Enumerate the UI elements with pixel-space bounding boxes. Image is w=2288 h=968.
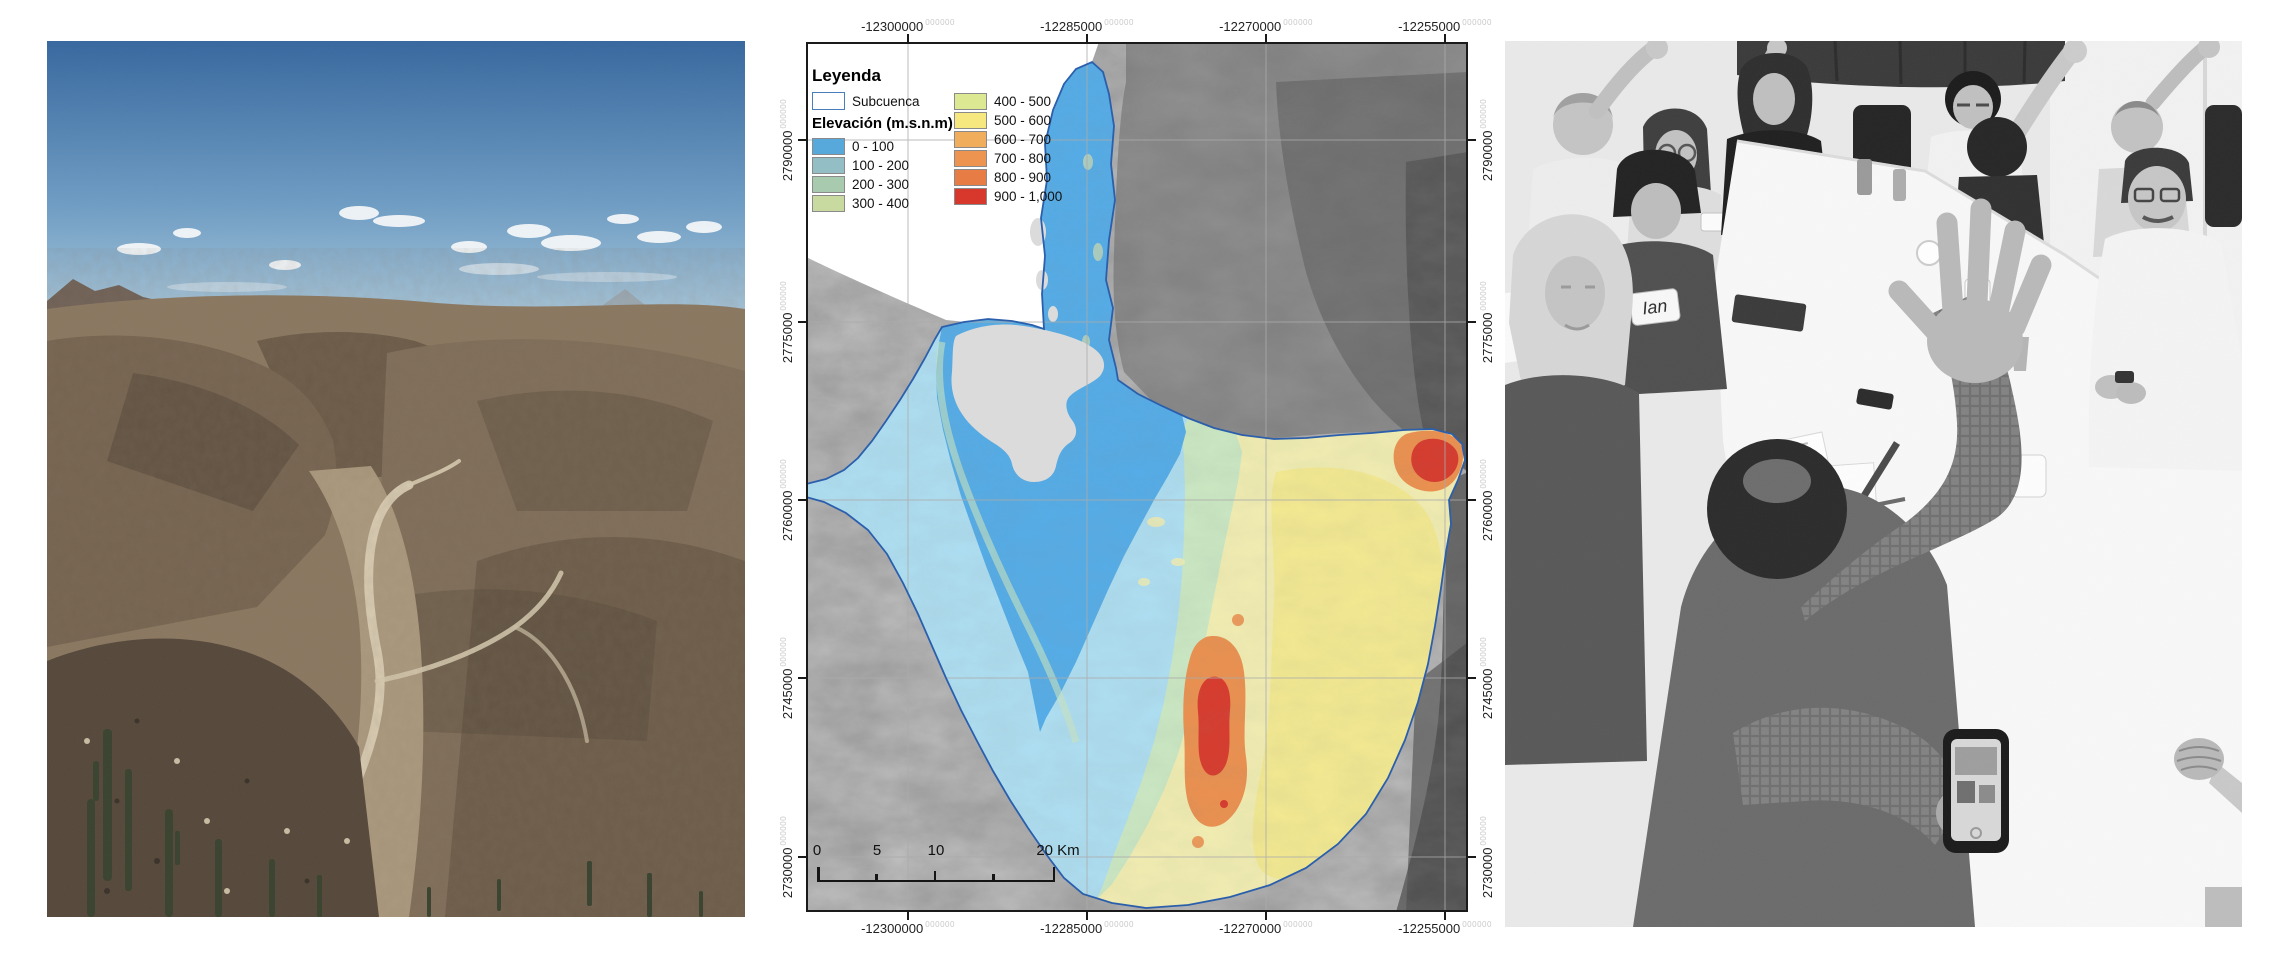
scale-tick: [933, 871, 936, 880]
x-axis-tick-label: -12285000 000000: [1040, 920, 1134, 936]
axis-tick: [798, 677, 806, 679]
axis-tick: [1468, 499, 1476, 501]
legend-item-subcuenca: Subcuenca: [812, 92, 920, 110]
y-axis-tick-label: 2790000000000: [1479, 98, 1495, 182]
y-axis-tick-label: 2745000000000: [1479, 636, 1495, 720]
legend-item: 100 - 200: [812, 156, 909, 174]
axis-tick: [1265, 912, 1267, 920]
axis-tick: [907, 34, 909, 42]
scale-tick: [875, 874, 878, 880]
axis-tick: [907, 912, 909, 920]
x-axis-tick-label: -12255000 000000: [1398, 18, 1492, 34]
y-axis-tick-label: 2730000000000: [1479, 815, 1495, 899]
scale-tick: [817, 867, 820, 880]
axis-tick: [798, 856, 806, 858]
scale-label: 20 Km: [1036, 842, 1080, 859]
scale-bar: [817, 866, 1055, 882]
legend-swatch: [954, 111, 987, 129]
y-axis-tick-label: 2790000000000: [779, 98, 795, 182]
elevation-map-canvas: [806, 42, 1468, 912]
y-axis-tick-label: 2730000000000: [779, 815, 795, 899]
subcuenca-outline: [806, 60, 1466, 909]
grid-lines: [806, 42, 1468, 912]
legend-item: 700 - 800: [954, 149, 1051, 167]
axis-tick: [798, 321, 806, 323]
x-axis-tick-label: -12270000 000000: [1219, 920, 1313, 936]
axis-tick: [1265, 34, 1267, 42]
legend-item: 0 - 100: [812, 137, 894, 155]
y-axis-tick-label: 2745000000000: [779, 636, 795, 720]
legend-item: 900 - 1,000: [954, 187, 1062, 205]
legend-item: 200 - 300: [812, 175, 909, 193]
scale-tick: [1052, 867, 1055, 880]
right-photo-workshop-meeting: Ian: [1505, 41, 2242, 927]
legend-swatch: [954, 92, 987, 110]
axis-tick: [798, 139, 806, 141]
legend-swatch: [954, 149, 987, 167]
scale-tick: [992, 874, 995, 880]
lagoon-nodata: [951, 324, 1105, 482]
scale-label: 10: [927, 842, 945, 859]
legend-swatch: [954, 168, 987, 186]
axis-tick: [1468, 677, 1476, 679]
legend-item: 300 - 400: [812, 194, 909, 212]
legend-item-label: Subcuenca: [852, 93, 920, 109]
axis-tick: [1086, 34, 1088, 42]
legend-swatch: [812, 175, 845, 193]
legend-swatch: [954, 130, 987, 148]
axis-tick: [1444, 34, 1446, 42]
y-axis-tick-label: 2760000000000: [1479, 458, 1495, 542]
legend-swatch: [812, 92, 845, 110]
x-axis-tick-label: -12300000 000000: [861, 920, 955, 936]
y-axis-tick-label: 2775000000000: [779, 280, 795, 364]
legend-item: 500 - 600: [954, 111, 1051, 129]
axis-tick: [1444, 912, 1446, 920]
legend-elevation-title: Elevación (m.s.n.m): [812, 115, 953, 132]
x-axis-tick-label: -12300000 000000: [861, 18, 955, 34]
x-axis-tick-label: -12285000 000000: [1040, 18, 1134, 34]
legend-swatch: [812, 156, 845, 174]
legend-swatch: [812, 137, 845, 155]
axis-tick: [1468, 856, 1476, 858]
left-photo-desert-valley: [47, 41, 745, 917]
legend-title: Leyenda: [812, 66, 881, 85]
legend-item: 800 - 900: [954, 168, 1051, 186]
axis-tick: [1468, 139, 1476, 141]
map-legend: Leyenda Subcuenca Elevación (m.s.n.m) 0 …: [812, 66, 1212, 212]
y-axis-tick-label: 2775000000000: [1479, 280, 1495, 364]
axis-tick: [1086, 912, 1088, 920]
map-frame: [806, 42, 1468, 912]
legend-item: 600 - 700: [954, 130, 1051, 148]
scale-label: 0: [812, 842, 822, 859]
scale-label: 5: [872, 842, 882, 859]
x-axis-tick-label: -12255000 000000: [1398, 920, 1492, 936]
legend-swatch: [812, 194, 845, 212]
legend-swatch: [954, 187, 987, 205]
axis-tick: [1468, 321, 1476, 323]
axis-tick: [798, 499, 806, 501]
legend-item: 400 - 500: [954, 92, 1051, 110]
y-axis-tick-label: 2760000000000: [779, 458, 795, 542]
x-axis-tick-label: -12270000 000000: [1219, 18, 1313, 34]
